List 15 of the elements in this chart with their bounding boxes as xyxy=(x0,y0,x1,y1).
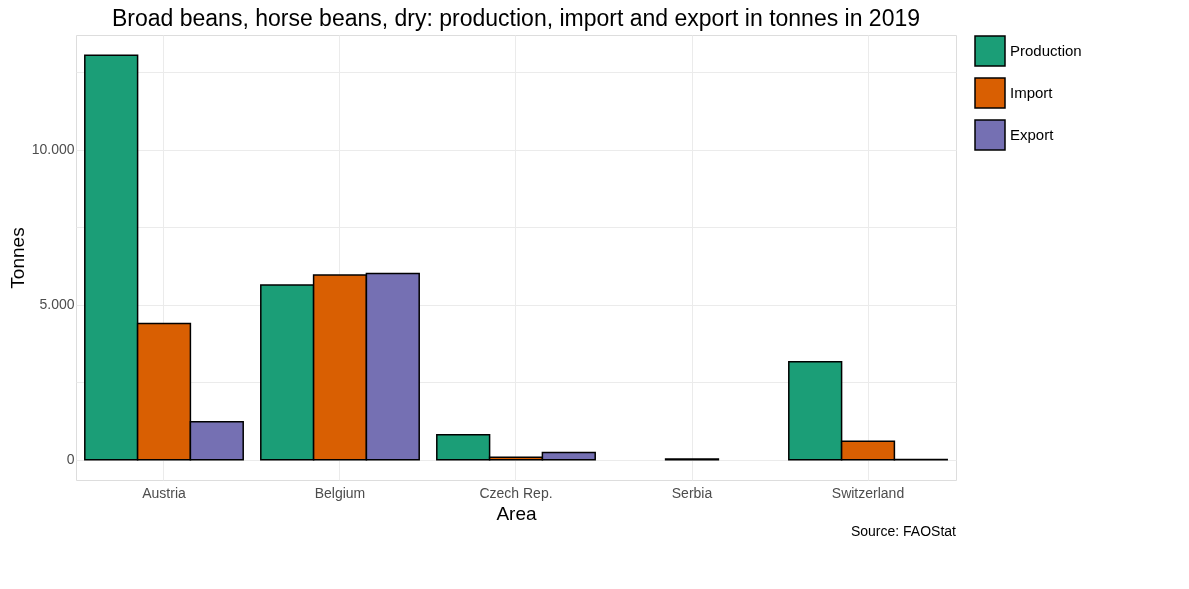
x-tick-label: Switzerland xyxy=(831,484,905,501)
x-axis-title: Area xyxy=(496,502,537,524)
x-tick-label: Austria xyxy=(142,484,186,501)
legend-label: Production xyxy=(1010,42,1082,59)
legend-label: Export xyxy=(1010,126,1055,143)
x-tick-label: Belgium xyxy=(314,484,366,501)
legend-label: Import xyxy=(1010,84,1054,101)
x-tick-label: Czech Rep. xyxy=(479,484,553,501)
y-tick-label: 0 xyxy=(66,451,75,468)
y-tick-label: 10.000 xyxy=(31,141,75,158)
y-tick-label: 5.000 xyxy=(39,296,75,313)
y-axis-title: Tonnes xyxy=(6,227,28,289)
source-note: Source: FAOStat xyxy=(850,523,957,539)
chart-title: Broad beans, horse beans, dry: production, import and export in tonnes in 2019 xyxy=(111,5,921,31)
x-tick-label: Serbia xyxy=(671,484,713,501)
